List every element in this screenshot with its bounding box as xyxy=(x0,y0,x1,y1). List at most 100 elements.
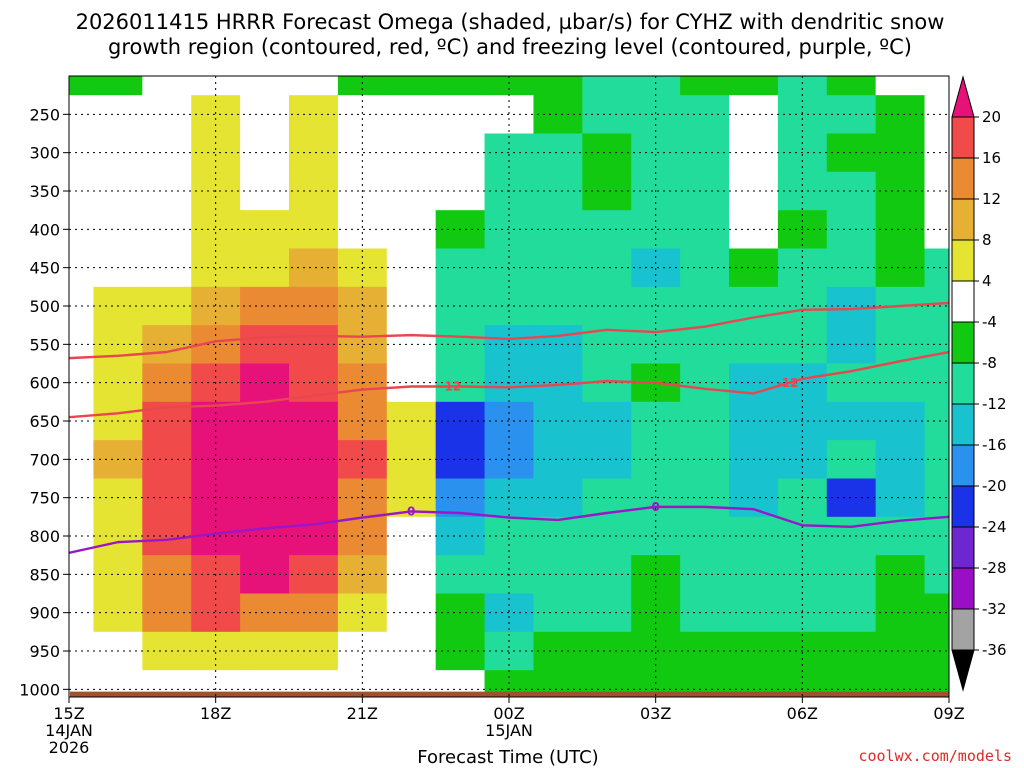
colorbar-box xyxy=(951,239,975,282)
x-tick-date: 14JAN xyxy=(45,721,93,740)
omega-cell xyxy=(191,76,241,96)
omega-cell xyxy=(337,76,388,96)
omega-cell xyxy=(533,440,583,480)
x-tick-label: 06Z xyxy=(787,704,818,723)
x-tick-label: 15Z xyxy=(53,704,84,723)
colorbar-label: 12 xyxy=(982,190,1001,208)
omega-cell xyxy=(777,76,828,96)
x-tick-label: 00Z xyxy=(493,704,524,723)
contour-label: 0 xyxy=(407,504,415,518)
y-tick-label: 350 xyxy=(29,182,60,201)
omega-cell xyxy=(533,171,583,211)
omega-cell xyxy=(240,401,290,441)
omega-cell xyxy=(875,631,926,671)
omega-cell xyxy=(582,171,632,211)
omega-cell xyxy=(875,248,926,288)
omega-cell xyxy=(875,76,926,96)
y-tick-label: 550 xyxy=(29,335,60,354)
colorbar-label: -8 xyxy=(982,354,997,372)
dgz-minus12-line xyxy=(69,350,949,419)
omega-cell xyxy=(289,440,339,480)
omega-cell xyxy=(240,478,290,518)
y-tick-label: 650 xyxy=(29,412,60,431)
omega-cell xyxy=(533,95,583,135)
omega-colorbar: -36 -32 -28 -24 -20 -16 -12 -8 -4 4 8 12 16 20 xyxy=(951,75,1007,692)
colorbar-max-triangle xyxy=(951,75,975,118)
source-credit: coolwx.com/models xyxy=(858,747,1012,765)
colorbar-label: -24 xyxy=(982,518,1007,536)
colorbar-label: 20 xyxy=(982,108,1001,126)
omega-cell xyxy=(289,95,339,135)
omega-cell xyxy=(875,478,926,518)
y-tick-label: 750 xyxy=(29,489,60,508)
colorbar-box xyxy=(951,116,975,159)
omega-cell xyxy=(680,76,730,96)
omega-cell xyxy=(240,95,290,135)
omega-cell xyxy=(240,516,290,556)
omega-cell xyxy=(582,76,632,96)
colorbar-label: -20 xyxy=(982,477,1007,495)
omega-cell xyxy=(582,440,632,480)
y-tick-label: 400 xyxy=(29,220,60,239)
y-tick-label: 800 xyxy=(29,527,60,546)
omega-cell xyxy=(533,133,583,173)
x-tick-label: 09Z xyxy=(933,704,964,723)
colorbar-box xyxy=(951,608,975,651)
omega-cell xyxy=(484,76,535,96)
omega-cell xyxy=(240,593,290,633)
omega-cell xyxy=(69,76,95,96)
omega-cell xyxy=(142,76,192,96)
omega-cell xyxy=(533,516,583,556)
omega-cell xyxy=(289,210,339,250)
pressure-axis: 250 300 350 400 450 500 550 600 650 700 750 800 850 9… xyxy=(19,105,69,699)
colorbar-box xyxy=(951,157,975,200)
y-tick-label: 900 xyxy=(29,604,60,623)
omega-cell xyxy=(582,555,632,595)
omega-cell xyxy=(386,76,437,96)
y-tick-label: 850 xyxy=(29,565,60,584)
omega-cell xyxy=(240,363,290,403)
omega-cell xyxy=(435,76,486,96)
omega-cell xyxy=(533,325,583,365)
colorbar-label: -28 xyxy=(982,559,1007,577)
x-axis-label: Forecast Time (UTC) xyxy=(417,747,598,768)
omega-cell xyxy=(289,478,339,518)
omega-cell xyxy=(240,133,290,173)
omega-cell xyxy=(93,76,143,96)
x-tick-label: 18Z xyxy=(200,704,231,723)
contour-label: 0 xyxy=(651,500,659,514)
omega-cell xyxy=(631,76,681,96)
colorbar-label: -36 xyxy=(982,641,1007,659)
omega-cell xyxy=(533,401,583,441)
omega-cell xyxy=(533,593,583,633)
colorbar-box xyxy=(951,321,975,364)
omega-cell xyxy=(191,210,241,250)
omega-cell xyxy=(240,555,290,595)
omega-cell xyxy=(289,286,339,326)
omega-cell xyxy=(289,133,339,173)
grid-lines xyxy=(68,76,950,697)
colorbar-label: -32 xyxy=(982,600,1007,618)
omega-cell xyxy=(533,478,583,518)
omega-cell xyxy=(240,325,290,365)
omega-cell xyxy=(533,248,583,288)
omega-cell xyxy=(289,248,339,288)
omega-cell xyxy=(582,593,632,633)
colorbar-box xyxy=(951,567,975,610)
y-tick-label: 950 xyxy=(29,642,60,661)
omega-cell xyxy=(289,76,339,96)
omega-cell xyxy=(582,286,632,326)
omega-cell xyxy=(631,516,681,556)
freezing-level-line xyxy=(69,505,949,555)
y-tick-label: 600 xyxy=(29,374,60,393)
omega-cell xyxy=(582,401,632,441)
x-tick-label: 03Z xyxy=(640,704,671,723)
y-tick-label: 700 xyxy=(29,450,60,469)
colorbar-box xyxy=(951,280,975,323)
colorbar-label: -4 xyxy=(982,313,997,331)
omega-cell xyxy=(875,555,926,595)
chart-title-line1: 2026011415 HRRR Forecast Omega (shaded, … xyxy=(76,10,945,34)
omega-cell xyxy=(240,248,290,288)
omega-cell xyxy=(924,76,949,96)
